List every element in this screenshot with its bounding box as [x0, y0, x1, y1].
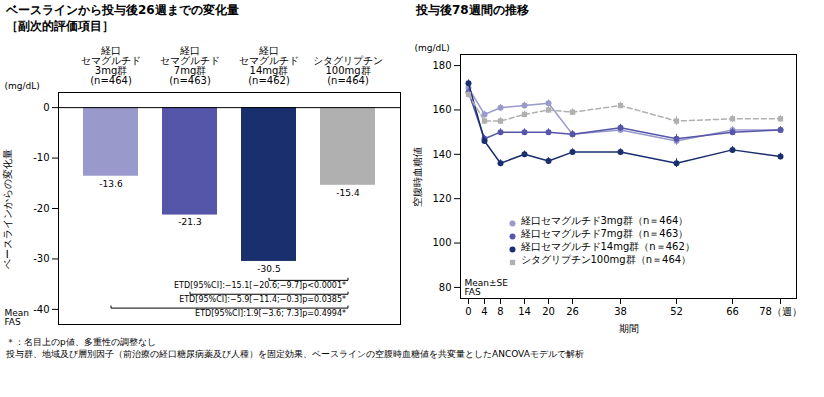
- svg-text:経口セマグルチド7mg群（n＝463）: 経口セマグルチド7mg群（n＝463）: [520, 228, 689, 239]
- svg-text:経口セマグルチド14mg群(n=462): 経口セマグルチド14mg群(n=462): [239, 45, 299, 86]
- svg-text:14: 14: [518, 306, 531, 317]
- svg-text:160: 160: [432, 104, 451, 115]
- svg-text:140: 140: [432, 149, 451, 160]
- svg-text:4: 4: [481, 306, 487, 317]
- svg-text:経口セマグルチド3mg群(n=464): 経口セマグルチド3mg群(n=464): [81, 45, 141, 86]
- svg-text:シタグリプチン100mg群(n=464): シタグリプチン100mg群(n=464): [313, 55, 383, 86]
- svg-text:8: 8: [497, 306, 503, 317]
- svg-text:ETD[95%CI]:−5.9[−11.4;−0.3]p=0: ETD[95%CI]:−5.9[−11.4;−0.3]p=0.0385*: [179, 295, 346, 304]
- html-text:投与群、地域及び層別因子（前治療の経口糖尿病薬及び人種）を固: 投与群、地域及び層別因子（前治療の経口糖尿病薬及び人種）を固定効果、ベースライン…: [6, 349, 584, 359]
- svg-text:空腹時血糖値: 空腹時血糖値: [412, 147, 423, 207]
- svg-text:MeanFAS: MeanFAS: [5, 308, 30, 327]
- html-text:投与後78週間の推移: 投与後78週間の推移: [416, 3, 529, 17]
- html-text:ベースラインから投与後26週までの変化量: ベースラインから投与後26週までの変化量: [6, 3, 239, 17]
- svg-text:20: 20: [542, 306, 555, 317]
- svg-text:0: 0: [465, 306, 471, 317]
- svg-text:ETD[95%CI]:1.9[−3.6; 7.3]p=0.4: ETD[95%CI]:1.9[−3.6; 7.3]p=0.4994*: [195, 309, 346, 318]
- svg-text:-40: -40: [33, 304, 49, 315]
- svg-text:120: 120: [432, 193, 451, 204]
- svg-text:-21.3: -21.3: [178, 217, 201, 227]
- svg-text:78（週）: 78（週）: [759, 306, 802, 317]
- svg-text:経口セマグルチド14mg群（n＝462）: 経口セマグルチド14mg群（n＝462）: [520, 241, 695, 252]
- svg-text:経口セマグルチド3mg群（n＝464）: 経口セマグルチド3mg群（n＝464）: [520, 215, 689, 226]
- svg-text:(mg/dL): (mg/dL): [5, 81, 40, 91]
- svg-text:経口セマグルチド7mg群(n=463): 経口セマグルチド7mg群(n=463): [160, 45, 220, 86]
- svg-text:66: 66: [726, 306, 739, 317]
- svg-text:ETD[95%CI]:−15.1[−20.6;−9.7]p<: ETD[95%CI]:−15.1[−20.6;−9.7]p<0.0001*: [174, 281, 346, 290]
- svg-text:Mean±SEFAS: Mean±SEFAS: [465, 278, 509, 297]
- svg-text:期間: 期間: [619, 323, 639, 334]
- svg-text:-30: -30: [33, 253, 49, 264]
- svg-text:-20: -20: [33, 203, 49, 214]
- svg-text:ベースラインからの変化量: ベースラインからの変化量: [2, 149, 13, 269]
- svg-text:シタグリプチン100mg群（n＝464）: シタグリプチン100mg群（n＝464）: [521, 254, 692, 265]
- svg-text:-13.6: -13.6: [99, 179, 123, 189]
- svg-text:100: 100: [432, 237, 451, 248]
- svg-text:-15.4: -15.4: [336, 188, 360, 198]
- svg-text:52: 52: [670, 306, 683, 317]
- svg-text:80: 80: [439, 282, 452, 293]
- html-text:＊：名目上のp値、多重性の調整なし: ＊：名目上のp値、多重性の調整なし: [6, 337, 156, 347]
- svg-text:(mg/dL): (mg/dL): [415, 43, 450, 53]
- html-text:［副次的評価項目］: ［副次的評価項目］: [6, 19, 114, 33]
- svg-text:-10: -10: [33, 152, 49, 163]
- svg-text:0: 0: [43, 102, 49, 113]
- svg-text:-30.5: -30.5: [257, 264, 280, 274]
- svg-text:38: 38: [614, 306, 627, 317]
- svg-text:26: 26: [566, 306, 579, 317]
- svg-text:180: 180: [432, 60, 451, 71]
